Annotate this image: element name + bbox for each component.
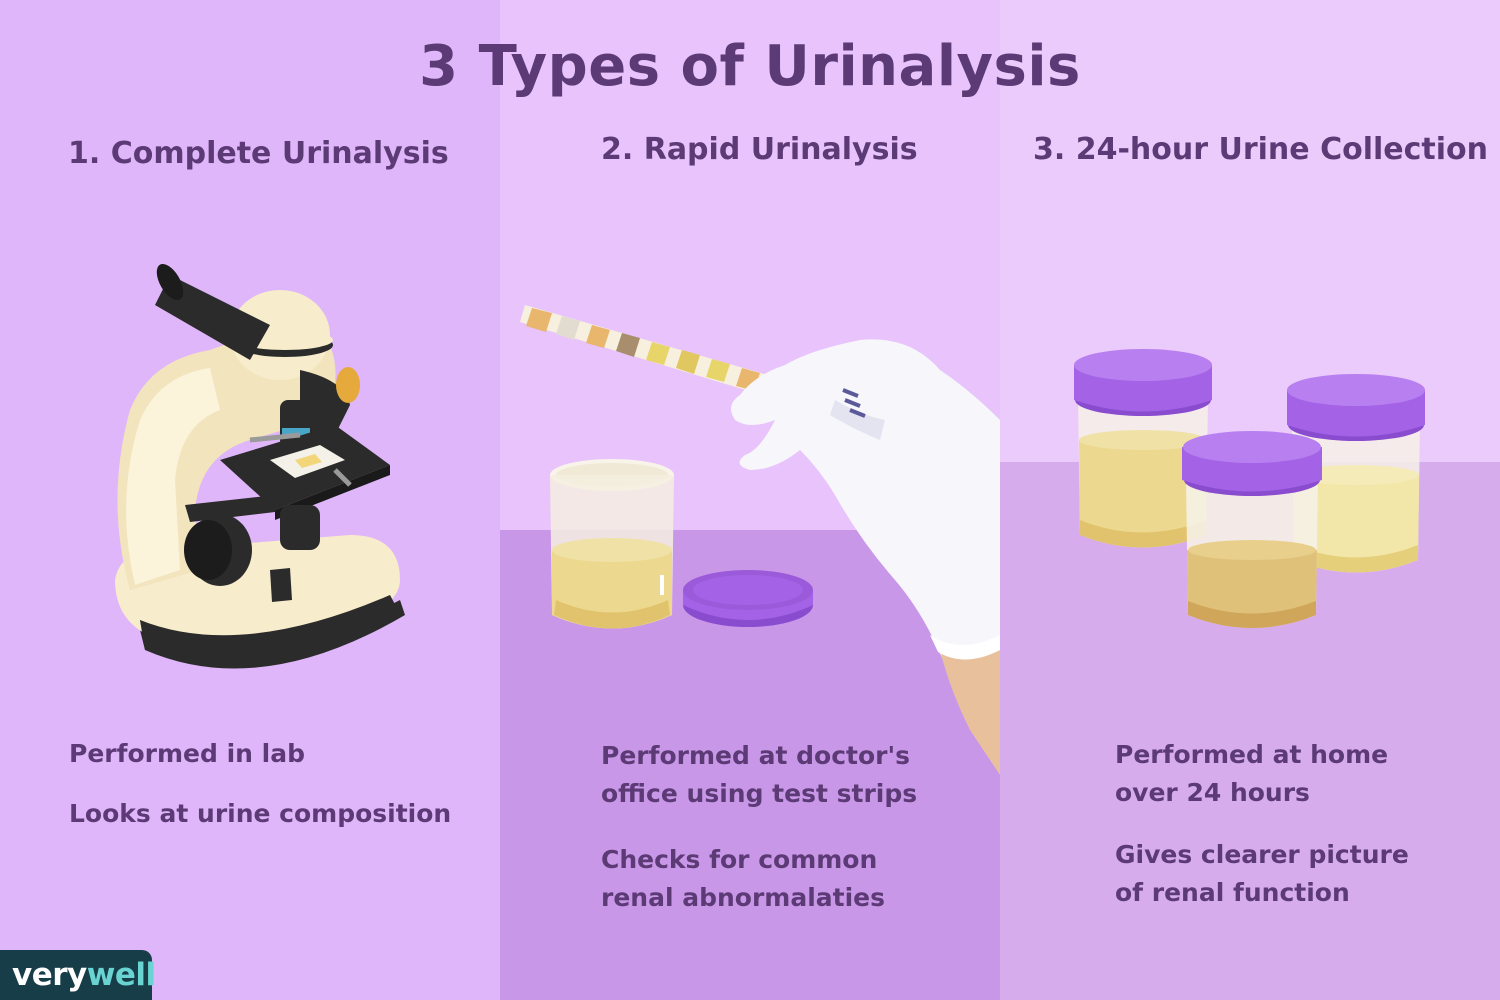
description-line: Performed at doctor's office using test …	[601, 741, 918, 808]
description-line: Checks for common renal abnormalaties	[601, 845, 886, 912]
heading-complete-urinalysis: 1. Complete Urinalysis	[68, 136, 449, 171]
description-24-hour-collection: Performed at home over 24 hours Gives cl…	[1115, 736, 1425, 912]
heading-rapid-urinalysis: 2. Rapid Urinalysis	[601, 132, 918, 167]
collection-cups-illustration	[1074, 349, 1425, 628]
rapid-test-illustration	[520, 305, 1000, 775]
heading-24-hour-collection: 3. 24-hour Urine Collection	[1033, 132, 1488, 167]
description-line: Looks at urine composition	[69, 799, 452, 828]
description-line: Performed at home over 24 hours	[1115, 740, 1389, 807]
specimen-cup-icon	[1182, 431, 1322, 628]
description-line: Performed in lab	[69, 739, 305, 768]
glove-hand-icon	[731, 339, 1000, 775]
microscope-icon	[115, 263, 405, 669]
page-title: 3 Types of Urinalysis	[419, 34, 1081, 99]
description-rapid-urinalysis: Performed at doctor's office using test …	[601, 737, 931, 917]
cup-lid-icon	[683, 570, 813, 627]
logo-part-well: well	[86, 957, 156, 993]
specimen-cup-icon	[1074, 349, 1212, 548]
logo-part-very: very	[12, 957, 87, 993]
verywell-logo: verywell	[0, 950, 156, 1000]
description-line: Gives clearer picture of renal function	[1115, 840, 1409, 907]
specimen-cup-icon	[1287, 374, 1425, 573]
specimen-cup-icon	[550, 459, 674, 629]
description-complete-urinalysis: Performed in lab Looks at urine composit…	[69, 735, 489, 833]
